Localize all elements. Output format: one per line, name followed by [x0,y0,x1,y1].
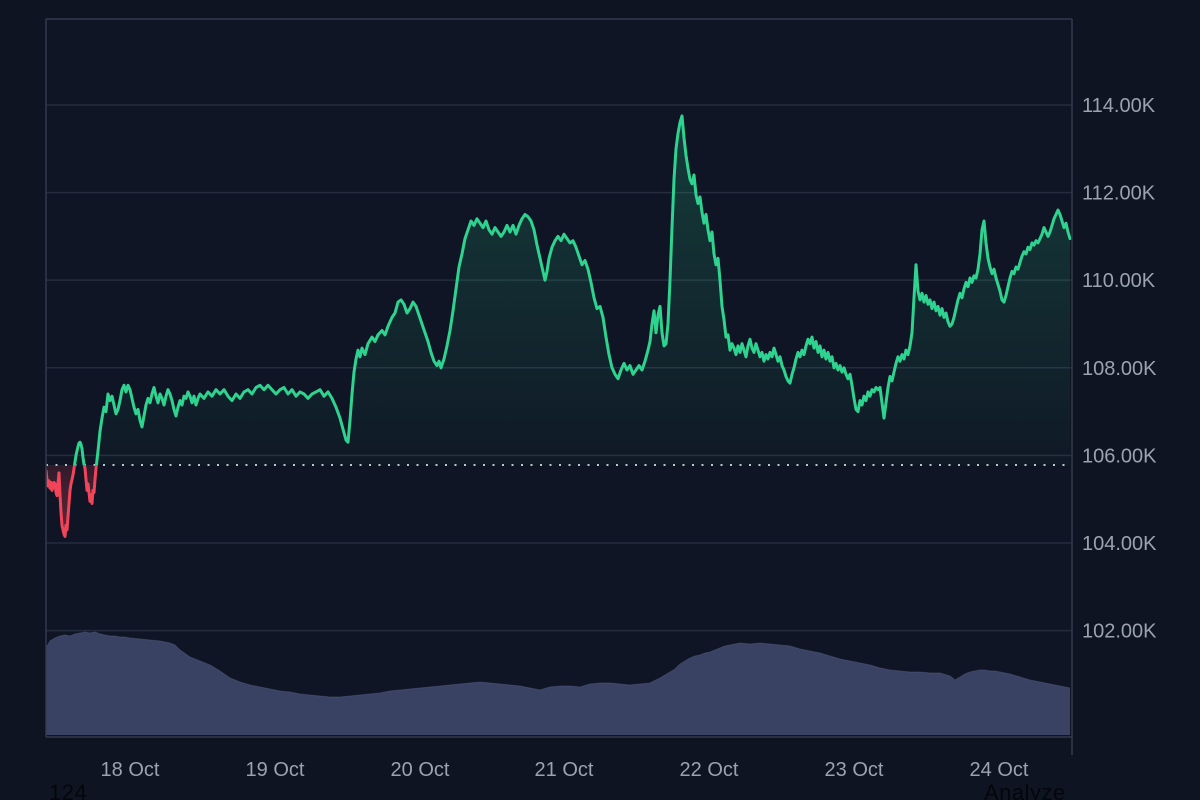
analyze-button[interactable]: Analyze [984,780,1066,800]
x-axis-label: 20 Oct [391,759,450,781]
x-axis-label: 19 Oct [246,759,305,781]
x-axis-label: 24 Oct [970,759,1029,781]
volume-area [46,632,1070,735]
price-area-up [46,115,1070,465]
volume-top-edge [45,631,1071,698]
y-axis-label: 114.00K [1082,95,1156,117]
y-axis-label: 108.00K [1082,358,1157,380]
x-axis-label: 22 Oct [680,759,739,781]
price-line-up [73,114,1072,465]
price-scale[interactable] [1072,19,1200,737]
x-axis-label: 21 Oct [535,759,594,781]
time-scale[interactable] [46,745,1072,790]
y-axis-label: 102.00K [1082,621,1157,643]
bottom-left-counter: 124 [49,780,88,800]
y-axis-label: 104.00K [1082,533,1157,555]
y-axis-label: 106.00K [1082,445,1157,467]
y-axis-label: 110.00K [1082,270,1156,292]
y-axis-label: 112.00K [1082,183,1156,205]
x-axis-label: 23 Oct [825,759,884,781]
x-axis-label: 18 Oct [101,759,160,781]
